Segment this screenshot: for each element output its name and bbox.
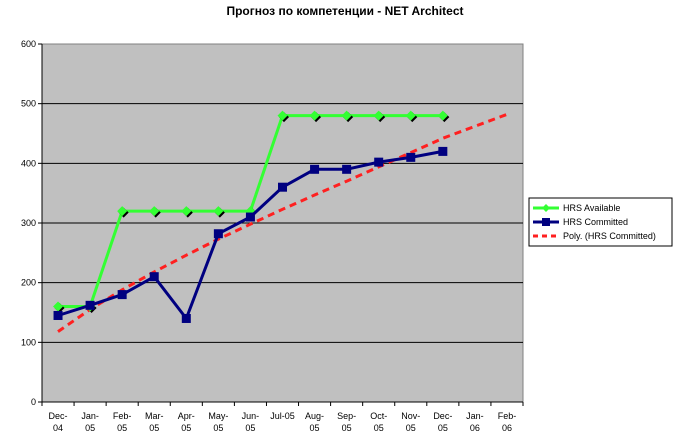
x-tick-label: Dec- [433,411,452,421]
point-available [373,110,384,121]
point-committed [53,310,63,320]
x-tick-label: Aug- [305,411,324,421]
point-committed [438,146,448,156]
legend-marker [542,204,550,212]
point-available [437,110,448,121]
x-tick-label: Jan- [466,411,484,421]
point-available [181,206,192,217]
x-tick-label: 05 [438,423,448,433]
point-committed [406,152,416,162]
x-tick-label: Jul-05 [270,411,295,421]
point-available [309,110,320,121]
x-tick-label: Jan- [81,411,99,421]
y-tick-label: 200 [21,278,36,288]
point-available [53,301,64,312]
x-tick-label: 05 [117,423,127,433]
x-tick-label: Feb- [498,411,517,421]
point-committed [149,272,159,282]
x-tick-label: 06 [502,423,512,433]
legend-marker [542,218,550,226]
y-tick-label: 400 [21,158,36,168]
legend-label: HRS Committed [563,217,628,227]
y-tick-label: 300 [21,218,36,228]
gridlines [42,103,523,343]
point-committed [278,182,287,192]
y-tick-label: 500 [21,99,36,109]
point-committed [181,313,191,323]
point-committed [374,157,384,167]
point-committed [245,212,255,222]
axes: 0 100 200 300 400 500 600 Dec- 04 Jan- 05 Feb- 05 Mar… [21,39,524,433]
point-available [149,206,160,217]
x-tick-label: Jun- [242,411,260,421]
x-tick-label: 05 [406,423,416,433]
legend: HRS Available HRS Committed Poly. (HRS Com… [528,197,673,247]
point-committed [213,229,223,239]
x-tick-label: 05 [181,423,191,433]
point-available [341,110,352,121]
x-tick-label: Mar- [145,411,164,421]
point-available [405,110,416,121]
x-tick-label: Apr- [178,411,195,421]
x-tick-label: 05 [149,423,159,433]
x-tick-label: Nov- [401,411,420,421]
x-tick-label: Oct- [370,411,387,421]
legend-label: HRS Available [563,203,620,213]
y-tick-label: 600 [21,39,36,49]
point-available [277,110,288,121]
y-tick-label: 100 [21,337,36,347]
x-tick-label: 05 [245,423,255,433]
x-tick-label: Sep- [337,411,356,421]
x-tick-label: 06 [470,423,480,433]
x-tick-label: 05 [310,423,320,433]
point-committed [117,290,127,300]
x-tick-label: 05 [213,423,223,433]
x-tick-label: Dec- [49,411,68,421]
point-available [213,206,224,217]
x-tick-label: Feb- [113,411,132,421]
x-tick-label: 05 [85,423,95,433]
point-committed [85,300,95,310]
chart-title: Прогноз по компетенции - NET Architect [226,4,464,18]
x-tick-label: 05 [342,423,352,433]
x-tick-label: 04 [53,423,63,433]
point-committed [342,164,352,174]
x-tick-label: 05 [374,423,384,433]
point-available [117,206,128,217]
point-committed [310,164,320,174]
x-tick-label: May- [208,411,228,421]
series-line-trend [57,112,508,333]
series-layer [53,110,508,333]
legend-label: Poly. (HRS Committed) [563,231,656,241]
y-tick-label: 0 [31,397,36,407]
